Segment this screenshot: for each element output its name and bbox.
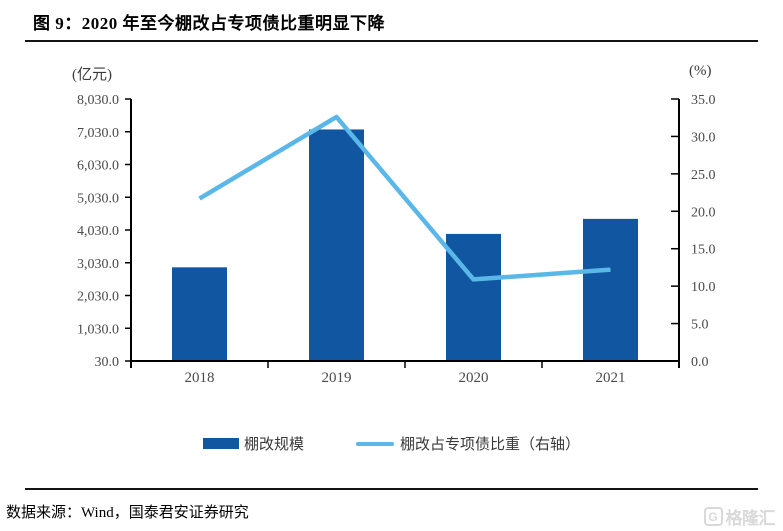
svg-text:30.0: 30.0 <box>95 355 120 370</box>
svg-text:2018: 2018 <box>185 370 215 386</box>
title-divider <box>25 40 758 42</box>
legend-bar-label: 棚改规模 <box>243 437 304 453</box>
svg-text:35.0: 35.0 <box>691 93 716 108</box>
svg-text:15.0: 15.0 <box>691 243 716 258</box>
right-axis-unit-label: (%) <box>689 63 712 79</box>
data-source-note: 数据来源：Wind，国泰君安证券研究 <box>6 505 249 521</box>
bar-series-swatch-icon <box>202 438 239 449</box>
svg-text:25.0: 25.0 <box>691 168 716 183</box>
svg-text:2019: 2019 <box>322 370 352 386</box>
svg-text:5.0: 5.0 <box>691 318 709 333</box>
chart-legend: 棚改规模 棚改占专项债比重（右轴） <box>0 433 783 454</box>
svg-text:20.0: 20.0 <box>691 205 716 220</box>
svg-text:2020: 2020 <box>459 370 489 386</box>
svg-text:2021: 2021 <box>596 370 626 386</box>
legend-item-line: 棚改占专项债比重（右轴） <box>356 433 580 454</box>
svg-text:1,030.0: 1,030.0 <box>77 322 119 337</box>
left-axis-unit-label: (亿元) <box>72 67 112 83</box>
svg-text:10.0: 10.0 <box>691 280 716 295</box>
svg-text:0.0: 0.0 <box>691 355 709 370</box>
legend-item-bar: 棚改规模 <box>202 433 304 454</box>
legend-line-label: 棚改占专项债比重（右轴） <box>400 437 581 453</box>
svg-text:30.0: 30.0 <box>691 130 716 145</box>
figure-title: 图 9：2020 年至今棚改占专项债比重明显下降 <box>33 14 385 33</box>
footer-divider <box>25 488 758 490</box>
svg-text:3,030.0: 3,030.0 <box>77 257 119 272</box>
line-series-swatch-icon <box>356 441 394 446</box>
svg-text:6,030.0: 6,030.0 <box>77 159 119 174</box>
gelonghui-logo-text: 格隆汇 <box>725 509 776 528</box>
svg-text:7,030.0: 7,030.0 <box>77 126 119 141</box>
svg-text:2,030.0: 2,030.0 <box>77 290 119 305</box>
gelonghui-logo-icon: G <box>703 507 723 526</box>
svg-text:4,030.0: 4,030.0 <box>77 224 119 239</box>
svg-text:8,030.0: 8,030.0 <box>77 93 119 108</box>
gelonghui-watermark: G 格隆汇 <box>703 504 776 529</box>
svg-text:5,030.0: 5,030.0 <box>77 191 119 206</box>
